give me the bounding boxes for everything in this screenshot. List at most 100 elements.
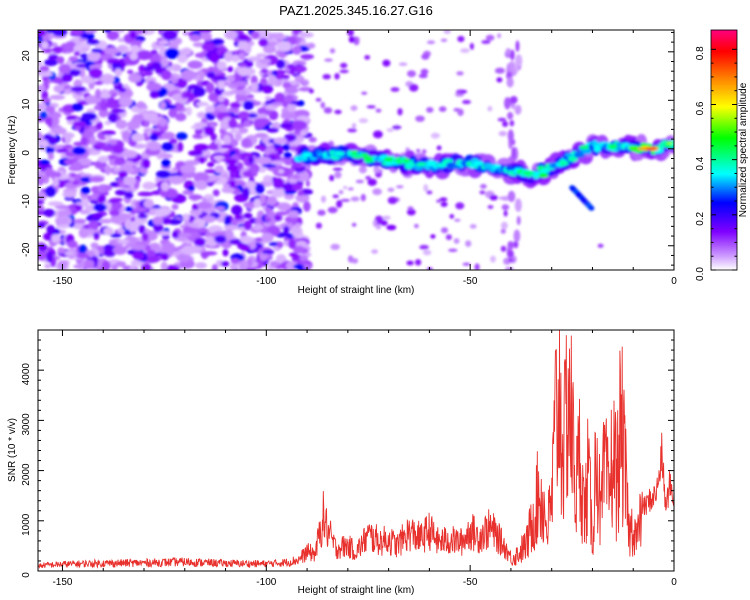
tick-label: 0.4 [695,156,706,170]
colorbar-ticks: 0.0 0.2 0.4 0.6 0.8 [695,46,737,281]
heatmap-cell [149,90,160,99]
heatmap-cell [224,229,234,241]
heatmap-cell [198,156,206,164]
heatmap-cell [71,221,87,230]
heatmap-cell [56,224,70,229]
heatmap-cell [212,189,220,197]
heatmap-cell [73,264,85,269]
heatmap-cell [210,133,218,141]
heatmap-cell [423,184,429,192]
heatmap-cell [430,234,436,239]
heatmap-cell [509,60,515,72]
heatmap-cell [497,117,507,122]
heatmap-cell [161,158,171,168]
heatmap-cell [233,80,249,87]
heatmap-cell [104,120,112,126]
heatmap-cell [80,137,88,146]
heatmap-cell [99,93,112,99]
heatmap-cell [64,133,72,144]
colorbar: 0.0 0.2 0.4 0.6 0.8 Normalized spectral ampl… [695,29,749,281]
heatmap-cell [251,31,260,40]
heatmap-cell [177,141,184,153]
heatmap-cell [131,133,145,142]
heatmap-cell [138,224,146,234]
heatmap-cell [178,232,192,237]
heatmap-cell [80,186,91,195]
spectrogram-heatmap [38,30,674,270]
heatmap-cell [276,59,286,69]
heatmap-cell [266,127,279,133]
heatmap-cell [194,122,208,128]
heatmap-cell [101,130,116,136]
heatmap-cell [351,258,359,264]
heatmap-cell [238,34,249,42]
heatmap-cell [73,51,81,56]
heatmap-cell [210,53,220,64]
heatmap-cell [453,238,460,244]
heatmap-cell [99,73,115,85]
heatmap-cell [45,251,54,263]
heatmap-cell [197,30,212,34]
heatmap-cell [243,201,257,208]
heatmap-cell [280,183,293,192]
heatmap-cell [272,177,285,189]
heatmap-cell [415,115,425,122]
heatmap-cell [225,158,238,165]
heatmap-cell [274,92,286,104]
heatmap-cell [224,51,234,62]
heatmap-cell [124,219,132,230]
heatmap-cell [438,106,447,112]
tick-label: 0 [671,276,677,287]
heatmap-cell [159,101,167,110]
tick-label: 0.0 [695,267,706,281]
heatmap-cell [38,199,45,205]
heatmap-cell [238,262,248,270]
heatmap-cell [283,225,290,235]
heatmap-cell [390,87,400,92]
heatmap-cell [118,87,127,93]
heatmap-cell [503,210,508,217]
heatmap-cell [142,158,151,169]
snr-axes: -150 -100 -50 0 0 1000 2000 3000 4000 [21,329,677,588]
heatmap-cell [461,90,468,94]
heatmap-cell [49,94,66,100]
heatmap-cell [514,198,522,212]
heatmap-cell [130,45,140,53]
heatmap-cell [243,220,252,231]
heatmap-cell [261,232,274,243]
heatmap-cell [187,185,195,192]
heatmap-cell [184,160,200,166]
heatmap-cell [637,147,646,150]
tick-label: -150 [52,577,72,588]
heatmap-cell [643,147,656,151]
heatmap-cell [73,44,82,53]
heatmap-cell [201,42,215,51]
heatmap-cell [187,60,203,69]
heatmap-cell [332,167,343,171]
heatmap-cell [418,73,428,79]
heatmap-cell [498,196,507,200]
heatmap-cell [175,77,188,89]
heatmap-cell [147,141,161,151]
heatmap-cell [62,191,77,198]
heatmap-cell [246,257,253,268]
heatmap-cell [507,111,514,120]
heatmap-cell [334,171,342,179]
heatmap-cell [392,125,402,130]
heatmap-cell [383,157,394,162]
heatmap-cell [38,103,48,111]
tick-label: 0 [671,577,677,588]
heatmap-cell [294,222,302,228]
heatmap-cell [320,101,326,109]
heatmap-cell [166,66,175,71]
heatmap-cell [172,37,183,45]
heatmap-cell [55,216,70,225]
heatmap-cell [443,30,451,34]
heatmap-cell [270,160,285,165]
heatmap-cell [155,170,171,179]
heatmap-cell [44,117,53,125]
spectrogram-frame [37,29,675,271]
heatmap-cell [269,260,279,268]
heatmap-cell [426,107,434,113]
heatmap-cell [259,145,266,152]
